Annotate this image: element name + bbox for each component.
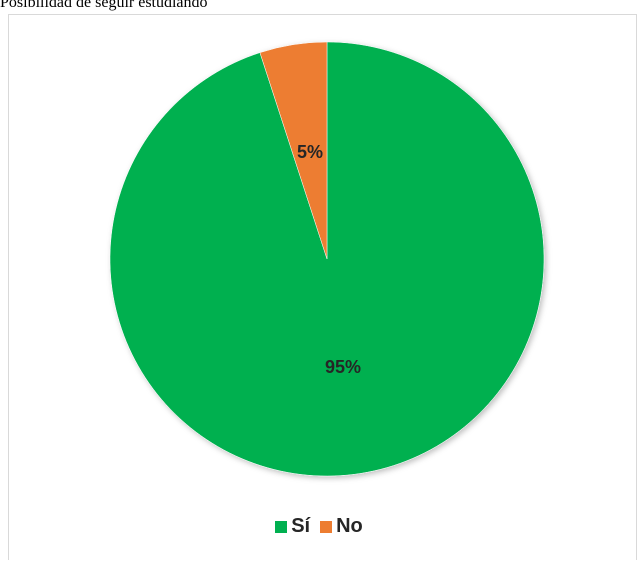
pie-slice-no bbox=[259, 41, 328, 260]
data-label-no: 5% bbox=[297, 142, 323, 162]
pie-slices bbox=[109, 41, 545, 477]
legend-label-si: Sí bbox=[291, 515, 311, 537]
pie-data-labels: 95% 5% bbox=[297, 142, 361, 377]
legend-swatch-si bbox=[275, 520, 288, 533]
data-label-si: 95% bbox=[325, 357, 361, 377]
legend-label-no: No bbox=[336, 515, 363, 537]
legend-item-no: No bbox=[320, 515, 363, 538]
chart-frame bbox=[8, 14, 637, 560]
legend-swatch-no bbox=[320, 520, 333, 533]
chart-title: Posibilidad de seguir estudiando bbox=[0, 0, 208, 11]
legend: Sí No bbox=[0, 515, 638, 538]
legend-item-si: Sí bbox=[275, 515, 310, 538]
